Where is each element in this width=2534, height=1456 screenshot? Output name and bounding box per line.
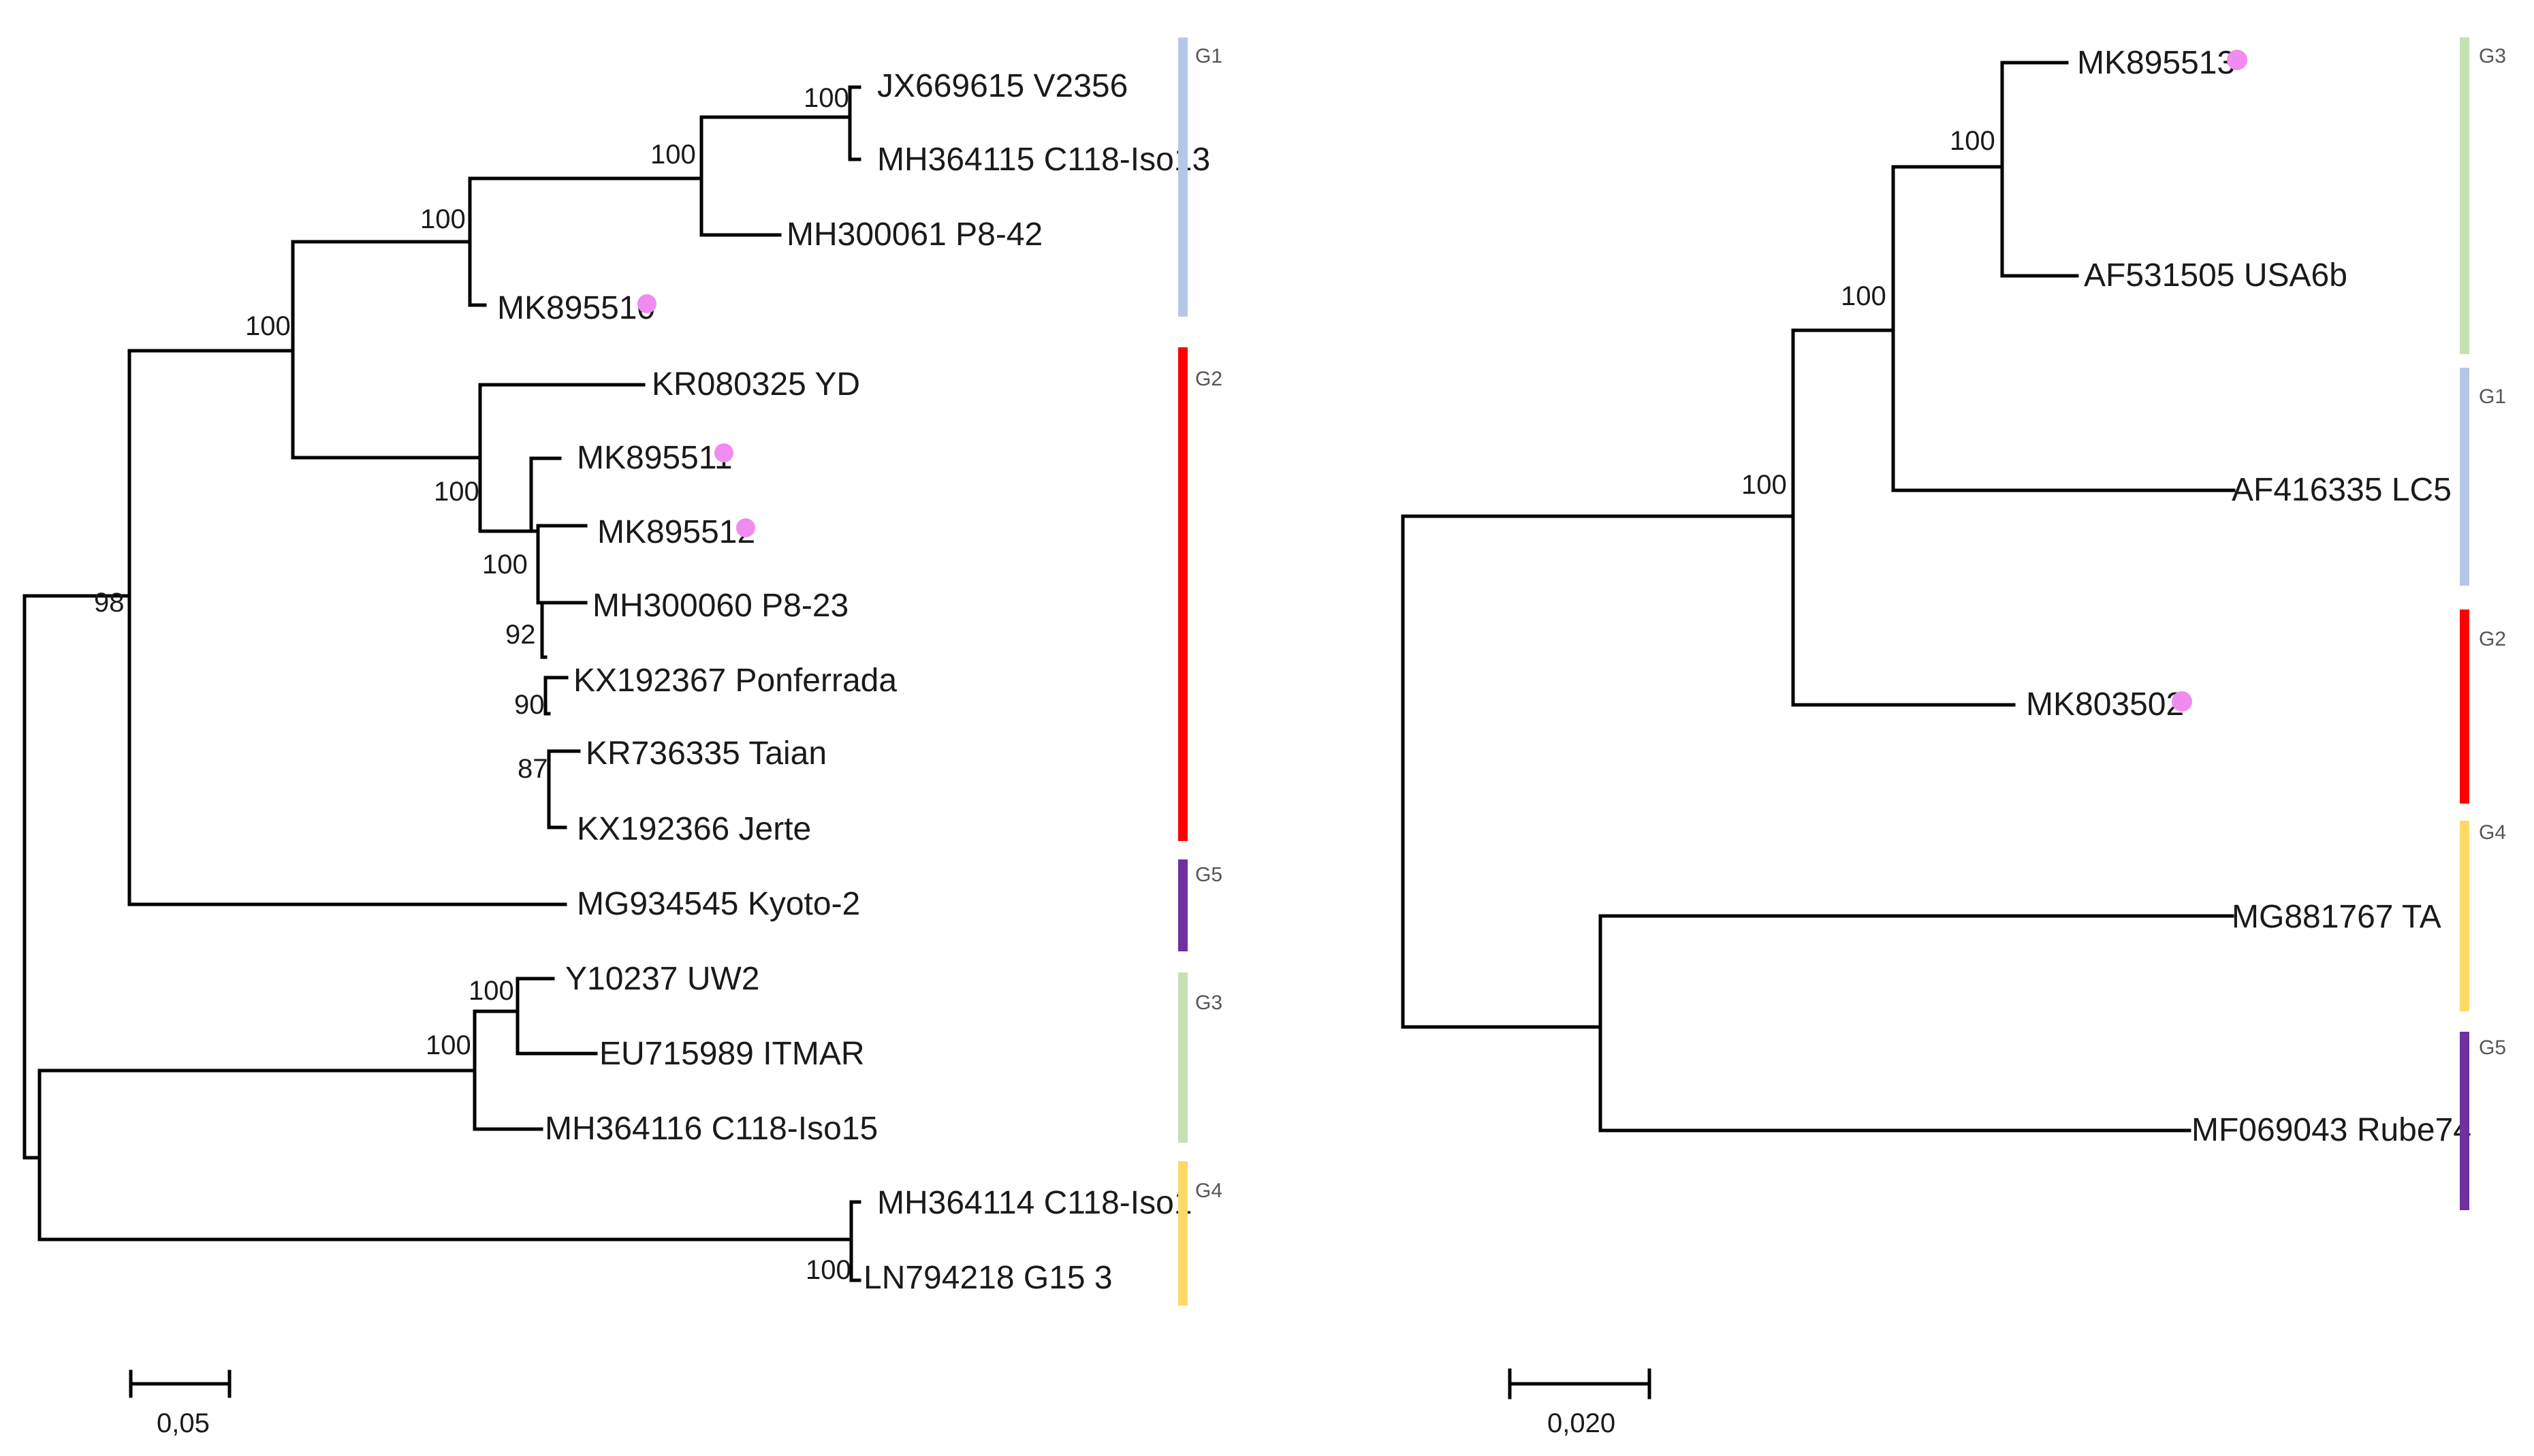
left-tree-markers	[637, 294, 755, 537]
group-bar	[2460, 610, 2469, 804]
right-tree: MK895513 AF531505 USA6b AF416335 LC5 MK8…	[1401, 37, 2506, 1438]
right-scale-bar: 0,020	[1508, 1368, 1651, 1438]
group-bar	[2460, 37, 2469, 354]
left-tree-taxa: JX669615 V2356 MH364115 C118-Iso13 MH300…	[497, 68, 1210, 1296]
left-tree-branches	[22, 85, 861, 1282]
group-label: G5	[1195, 864, 1222, 886]
group-label: G3	[1195, 992, 1222, 1014]
taxon-label: MK895513	[2077, 45, 2235, 81]
left-group-bars: G1 G2 G5 G3 G4	[1178, 37, 1222, 1305]
right-tree-branches	[1401, 61, 2236, 1133]
scale-bar-label: 0,05	[157, 1408, 210, 1438]
new-sequence-marker	[637, 294, 656, 313]
group-bar	[1178, 347, 1188, 841]
group-label: G5	[2479, 1036, 2506, 1059]
bootstrap-value: 100	[426, 1030, 471, 1060]
group-label: G3	[2479, 45, 2506, 67]
taxon-label: KR080325 YD	[652, 366, 860, 402]
bootstrap-value: 100	[469, 976, 514, 1006]
taxon-label: LN794218 G15 3	[864, 1260, 1113, 1296]
bootstrap-value: 100	[420, 204, 466, 234]
group-bar	[1178, 37, 1188, 317]
bootstrap-value: 98	[94, 588, 125, 618]
bootstrap-value: 90	[514, 690, 545, 720]
taxon-label: KX192366 Jerte	[577, 811, 811, 847]
taxon-label: MH300061 P8-42	[787, 217, 1043, 253]
group-bar	[2460, 821, 2469, 1011]
group-bar	[1178, 859, 1188, 951]
taxon-label: KR736335 Taian	[586, 735, 827, 772]
bootstrap-value: 100	[245, 311, 291, 341]
left-scale-bar: 0,05	[129, 1370, 232, 1438]
taxon-label: MK895512	[597, 514, 755, 550]
taxon-label: MG934545 Kyoto-2	[577, 886, 860, 922]
bootstrap-value: 100	[434, 477, 479, 507]
left-tree-bootstrap: 100 100 100 100 100 100 92 90 87 98 100 …	[94, 83, 851, 1285]
bootstrap-value: 100	[1841, 281, 1886, 311]
group-label: G4	[2479, 821, 2506, 844]
taxon-label: JX669615 V2356	[877, 68, 1128, 104]
new-sequence-marker	[2172, 691, 2192, 712]
bootstrap-value: 100	[804, 83, 849, 113]
group-label: G2	[1195, 368, 1222, 390]
bootstrap-value: 100	[650, 140, 696, 170]
taxon-label: AF531505 USA6b	[2084, 257, 2347, 294]
taxon-label: KX192367 Ponferrada	[573, 663, 897, 699]
taxon-label: MF069043 Rube74	[2191, 1112, 2471, 1148]
group-bar	[1178, 972, 1188, 1143]
bootstrap-value: 87	[518, 754, 548, 784]
group-label: G1	[1195, 45, 1222, 67]
right-group-bars: G3 G1 G2 G4 G5	[2460, 37, 2506, 1210]
taxon-label: MK895510	[497, 290, 655, 326]
group-bar	[2460, 368, 2469, 586]
taxon-label: MH364115 C118-Iso13	[877, 142, 1210, 178]
right-tree-bootstrap: 100 100 100	[1741, 126, 1995, 500]
new-sequence-marker	[714, 443, 733, 462]
bootstrap-value: 100	[1950, 126, 1995, 156]
left-tree: JX669615 V2356 MH364115 C118-Iso13 MH300…	[22, 37, 1222, 1438]
group-label: G1	[2479, 385, 2506, 408]
group-label: G2	[2479, 628, 2506, 650]
taxon-label: EU715989 ITMAR	[599, 1036, 865, 1072]
taxon-label: AF416335 LC5	[2232, 472, 2452, 508]
new-sequence-marker	[736, 518, 755, 537]
bootstrap-value: 100	[806, 1255, 851, 1285]
group-label: G4	[1195, 1180, 1222, 1202]
taxon-label: Y10237 UW2	[565, 961, 760, 997]
taxon-label: MH300060 P8-23	[592, 588, 849, 624]
group-bar	[2460, 1032, 2469, 1210]
bootstrap-value: 100	[482, 550, 528, 580]
new-sequence-marker	[2227, 50, 2247, 70]
bootstrap-value: 92	[505, 620, 536, 650]
bootstrap-value: 100	[1741, 470, 1787, 500]
taxon-label: MH364116 C118-Iso15	[545, 1111, 878, 1147]
taxon-label: MG881767 TA	[2232, 899, 2441, 935]
right-tree-markers	[2172, 50, 2247, 712]
taxon-label: MK803502	[2026, 686, 2184, 723]
group-bar	[1178, 1161, 1188, 1305]
scale-bar-label: 0,020	[1547, 1408, 1615, 1438]
taxon-label: MH364114 C118-Iso1	[877, 1185, 1192, 1221]
right-tree-taxa: MK895513 AF531505 USA6b AF416335 LC5 MK8…	[2026, 45, 2471, 1148]
taxon-label: MK895511	[577, 440, 733, 476]
